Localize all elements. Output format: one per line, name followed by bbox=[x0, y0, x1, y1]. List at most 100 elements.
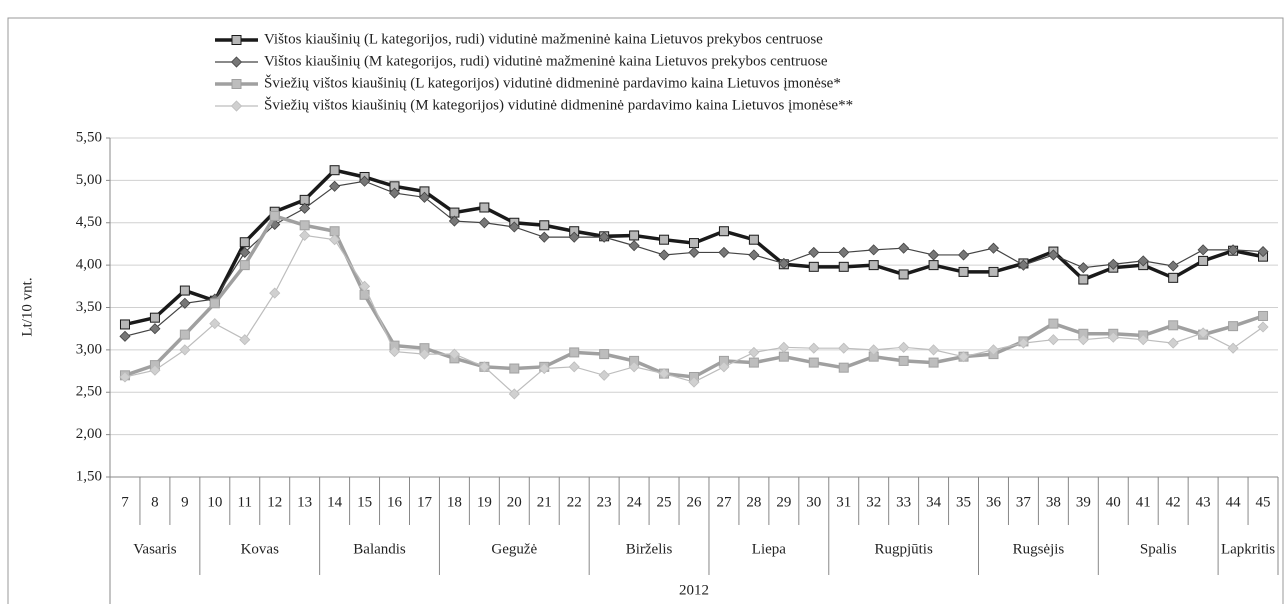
data-point bbox=[509, 363, 520, 374]
month-label: Rugpjūtis bbox=[874, 541, 933, 557]
data-point bbox=[1258, 310, 1269, 321]
data-point bbox=[149, 323, 161, 335]
data-point bbox=[239, 260, 250, 271]
data-point bbox=[508, 221, 520, 233]
data-point bbox=[718, 246, 730, 258]
data-point bbox=[778, 341, 790, 353]
data-point bbox=[868, 344, 880, 356]
data-point bbox=[1077, 262, 1089, 274]
y-tick-label: 3,50 bbox=[76, 299, 102, 315]
data-point bbox=[898, 269, 909, 280]
data-point bbox=[179, 329, 190, 340]
data-point bbox=[239, 246, 251, 258]
x-tick-label: 43 bbox=[1196, 494, 1211, 510]
data-point bbox=[358, 175, 371, 187]
data-point bbox=[628, 240, 640, 252]
data-point bbox=[658, 368, 670, 380]
y-tick-label: 4,50 bbox=[76, 214, 102, 230]
data-point bbox=[957, 351, 970, 363]
data-point bbox=[1168, 320, 1179, 331]
data-point bbox=[838, 246, 850, 258]
x-tick-label: 34 bbox=[926, 494, 942, 510]
data-point bbox=[1198, 255, 1209, 266]
data-point bbox=[958, 266, 969, 277]
data-point bbox=[568, 361, 580, 373]
x-tick-label: 40 bbox=[1106, 494, 1121, 510]
data-point bbox=[718, 226, 729, 237]
y-tick-label: 5,50 bbox=[76, 129, 102, 145]
x-tick-label: 22 bbox=[567, 494, 582, 510]
data-point bbox=[898, 341, 910, 353]
data-point bbox=[1017, 337, 1030, 349]
data-point bbox=[119, 371, 131, 383]
data-point bbox=[329, 165, 340, 176]
data-point bbox=[388, 187, 401, 199]
data-point bbox=[448, 215, 460, 227]
data-point bbox=[1257, 321, 1269, 333]
y-tick-label: 2,50 bbox=[76, 384, 102, 400]
data-point bbox=[838, 362, 849, 373]
data-point bbox=[358, 280, 371, 292]
x-tick-label: 32 bbox=[866, 494, 881, 510]
data-point bbox=[149, 312, 160, 323]
data-point bbox=[149, 364, 161, 376]
data-point bbox=[928, 344, 940, 356]
data-point bbox=[748, 234, 759, 245]
data-point bbox=[808, 342, 820, 354]
data-point bbox=[539, 220, 550, 231]
data-point bbox=[898, 242, 910, 254]
data-point bbox=[928, 260, 939, 271]
data-point bbox=[569, 347, 580, 358]
data-point bbox=[1047, 334, 1059, 346]
x-tick-label: 24 bbox=[627, 494, 643, 510]
month-label: Birželis bbox=[626, 541, 673, 557]
x-tick-label: 41 bbox=[1136, 494, 1151, 510]
x-tick-label: 16 bbox=[387, 494, 403, 510]
x-tick-label: 12 bbox=[267, 494, 282, 510]
legend-marker bbox=[230, 100, 243, 112]
data-point bbox=[239, 237, 250, 248]
data-point bbox=[1197, 244, 1209, 256]
month-label: Lapkritis bbox=[1221, 541, 1275, 557]
x-tick-label: 20 bbox=[507, 494, 522, 510]
legend-label: Vištos kiaušinių (L kategorijos, rudi) v… bbox=[264, 31, 823, 47]
data-point bbox=[388, 346, 401, 358]
data-point bbox=[538, 231, 550, 243]
x-tick-label: 35 bbox=[956, 494, 971, 510]
data-point bbox=[119, 330, 131, 342]
year-label: 2012 bbox=[679, 582, 709, 598]
data-point bbox=[659, 234, 670, 245]
data-point bbox=[928, 249, 940, 261]
data-point bbox=[718, 361, 730, 373]
x-tick-label: 44 bbox=[1226, 494, 1242, 510]
data-point bbox=[688, 246, 700, 258]
data-point bbox=[478, 361, 490, 373]
data-point bbox=[599, 349, 610, 360]
y-axis-label: Lt/10 vnt. bbox=[19, 277, 35, 336]
data-point bbox=[1017, 259, 1030, 271]
y-tick-label: 5,00 bbox=[76, 172, 102, 188]
data-point bbox=[179, 344, 191, 356]
legend-label: Šviežių vištos kiaušinių (L kategorijos)… bbox=[264, 74, 841, 91]
data-point bbox=[119, 319, 130, 330]
x-tick-label: 18 bbox=[447, 494, 462, 510]
data-point bbox=[209, 318, 221, 330]
data-point bbox=[299, 202, 311, 214]
data-point bbox=[269, 210, 280, 221]
data-point bbox=[269, 287, 281, 299]
data-point bbox=[418, 348, 431, 360]
x-tick-label: 13 bbox=[297, 494, 312, 510]
x-tick-label: 9 bbox=[181, 494, 189, 510]
data-point bbox=[987, 344, 1000, 356]
x-tick-label: 23 bbox=[597, 494, 612, 510]
x-tick-label: 30 bbox=[806, 494, 821, 510]
legend-marker bbox=[231, 35, 242, 45]
data-point bbox=[568, 231, 580, 243]
data-point bbox=[987, 242, 1000, 254]
data-point bbox=[239, 334, 251, 346]
data-point bbox=[689, 238, 699, 249]
x-tick-label: 17 bbox=[417, 494, 433, 510]
data-point bbox=[1137, 255, 1149, 267]
data-point bbox=[418, 191, 431, 203]
